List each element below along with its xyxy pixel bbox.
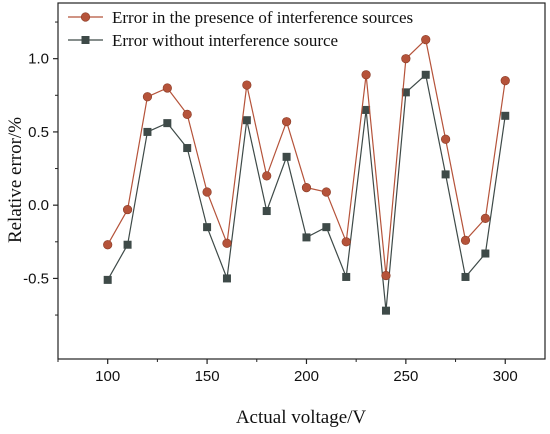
data-point [103, 240, 113, 250]
y-tick-label: -0.5 [23, 270, 49, 287]
data-point [381, 306, 390, 315]
x-axis-title: Actual voltage/V [236, 407, 367, 428]
y-tick-label: 1.0 [28, 51, 49, 68]
data-point [142, 92, 153, 102]
legend-label: Error in the presence of interference so… [112, 8, 413, 27]
data-point [242, 116, 251, 125]
y-axis-title: Relative error/% [5, 117, 26, 243]
data-point [322, 223, 331, 232]
data-point [202, 187, 212, 197]
data-point [222, 238, 232, 248]
x-tick-label: 250 [393, 368, 418, 385]
x-tick-label: 300 [493, 368, 518, 385]
data-point [401, 54, 411, 64]
data-point [163, 119, 172, 128]
series-line [107, 73, 506, 311]
data-point [123, 240, 132, 249]
data-point [281, 117, 292, 127]
legend-marker [80, 12, 91, 22]
series-layer [103, 35, 510, 315]
data-point [262, 207, 271, 216]
series-1 [103, 35, 510, 281]
data-point [361, 70, 371, 80]
plot-frame [57, 2, 546, 360]
data-point [122, 204, 133, 215]
data-point [341, 237, 351, 247]
legend-marker [81, 36, 90, 44]
legend: Error in the presence of interference so… [68, 8, 413, 50]
x-tick-label: 150 [195, 368, 220, 385]
data-point [421, 35, 431, 45]
legend-label: Error without interference source [112, 31, 338, 50]
data-point [362, 105, 371, 114]
series-2 [103, 70, 510, 315]
data-point [481, 249, 490, 258]
data-point [461, 272, 470, 281]
data-point [301, 182, 312, 193]
data-point [460, 235, 471, 245]
data-point [501, 111, 510, 120]
data-point [103, 275, 112, 284]
data-point [421, 70, 430, 79]
data-point [183, 144, 192, 153]
data-point [500, 76, 510, 86]
data-point [282, 152, 291, 161]
y-axis: -0.5 0.0 0.5 1.0 [23, 21, 58, 316]
data-point [203, 223, 212, 232]
x-tick-label: 100 [95, 368, 120, 385]
data-point [441, 134, 451, 144]
data-point [321, 187, 331, 197]
data-point [222, 274, 231, 283]
y-tick-label: 0.0 [28, 197, 49, 214]
y-tick-label: 0.5 [28, 124, 49, 141]
data-point [342, 272, 351, 281]
x-axis: 100 150 200 250 300 [57, 359, 518, 385]
data-point [381, 270, 391, 281]
data-point [480, 213, 490, 223]
data-point [401, 88, 410, 97]
data-point [182, 109, 192, 119]
data-point [441, 170, 450, 179]
data-point [162, 83, 172, 93]
data-point [302, 233, 311, 242]
x-tick-label: 200 [294, 368, 319, 385]
data-point [143, 127, 152, 136]
data-point [262, 171, 272, 181]
data-point [242, 80, 252, 90]
